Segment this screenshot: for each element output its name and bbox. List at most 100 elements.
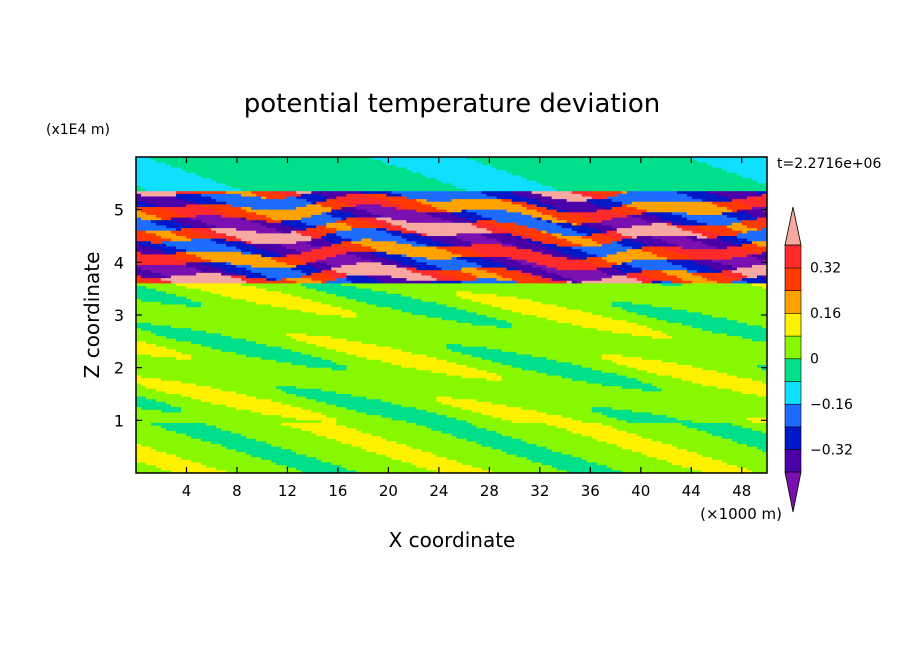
field-cell <box>171 159 177 163</box>
field-cell <box>171 157 177 161</box>
field-cell <box>471 259 478 263</box>
field-cell <box>506 188 513 192</box>
field-cell <box>671 162 678 166</box>
field-cell <box>396 241 403 245</box>
field-cell <box>366 204 372 208</box>
field-cell <box>446 167 453 171</box>
field-cell <box>726 230 733 234</box>
field-cell <box>731 230 738 234</box>
field-cell <box>146 172 152 177</box>
field-cell <box>636 199 643 203</box>
field-cell <box>631 220 638 224</box>
field-cell <box>296 241 302 245</box>
field-cell <box>146 164 152 169</box>
field-cell <box>566 207 573 211</box>
field-cell <box>501 214 508 219</box>
field-cell <box>641 167 648 171</box>
field-cell <box>401 257 408 261</box>
field-cell <box>661 257 668 261</box>
field-cell <box>211 204 217 208</box>
field-cell <box>436 209 443 213</box>
field-cell <box>736 204 743 208</box>
field-cell <box>686 246 693 250</box>
field-cell <box>721 159 728 163</box>
field-cell <box>426 243 433 248</box>
field-cell <box>521 157 528 161</box>
field-cell <box>721 178 728 182</box>
field-cell <box>511 180 518 184</box>
field-cell <box>276 193 282 198</box>
field-cell <box>661 185 668 190</box>
field-cell <box>671 207 678 211</box>
field-cell <box>451 199 458 203</box>
field-cell <box>681 183 688 187</box>
field-cell <box>376 212 382 216</box>
field-cell <box>731 238 738 242</box>
field-cell <box>741 193 748 198</box>
field-cell <box>696 222 703 227</box>
field-cell <box>371 259 377 263</box>
field-cell <box>401 243 408 248</box>
field-cell <box>221 199 227 203</box>
field-cell <box>151 157 157 161</box>
field-cell <box>591 199 598 203</box>
field-cell <box>726 214 733 219</box>
field-cell <box>496 199 503 203</box>
field-cell <box>271 157 277 161</box>
field-cell <box>411 170 418 174</box>
field-cell <box>746 212 753 216</box>
field-cell <box>626 209 633 213</box>
field-cell <box>461 164 468 169</box>
field-cell <box>356 199 362 203</box>
field-cell <box>281 212 287 216</box>
field-cell <box>636 233 643 237</box>
field-cell <box>761 172 767 177</box>
field-cell <box>596 172 603 177</box>
field-cell <box>541 230 548 234</box>
field-cell <box>301 159 307 163</box>
field-cell <box>651 236 658 240</box>
field-cell <box>761 193 767 198</box>
field-cell <box>211 191 217 195</box>
field-cell <box>436 191 443 195</box>
field-cell <box>441 191 448 195</box>
field-cell <box>486 233 493 237</box>
field-cell <box>186 249 192 253</box>
field-cell <box>261 157 267 161</box>
field-cell <box>706 241 713 245</box>
field-cell <box>281 193 287 198</box>
field-cell <box>426 159 433 163</box>
field-cell <box>196 257 202 261</box>
field-cell <box>736 246 743 250</box>
field-cell <box>736 241 743 245</box>
field-cell <box>176 185 182 190</box>
field-cell <box>246 196 252 200</box>
field-cell <box>191 214 197 219</box>
field-cell <box>646 225 653 229</box>
field-cell <box>221 162 227 166</box>
field-cell <box>176 170 182 174</box>
field-cell <box>321 238 327 242</box>
field-cell <box>681 172 688 177</box>
field-cell <box>761 249 767 253</box>
field-cell <box>336 249 342 253</box>
field-cell <box>426 207 433 211</box>
field-cell <box>661 217 668 221</box>
field-cell <box>236 157 242 161</box>
field-cell <box>301 196 307 200</box>
field-cell <box>456 185 463 190</box>
field-cell <box>441 257 448 261</box>
field-cell <box>271 199 277 203</box>
field-cell <box>716 214 723 219</box>
field-cell <box>501 167 508 171</box>
field-cell <box>186 196 192 200</box>
field-cell <box>211 217 217 221</box>
field-cell <box>256 178 262 182</box>
field-cell <box>486 222 493 227</box>
field-cell <box>301 220 307 224</box>
field-cell <box>281 220 287 224</box>
field-cell <box>651 225 658 229</box>
field-cell <box>246 254 252 258</box>
field-cell <box>486 172 493 177</box>
field-cell <box>211 254 217 258</box>
